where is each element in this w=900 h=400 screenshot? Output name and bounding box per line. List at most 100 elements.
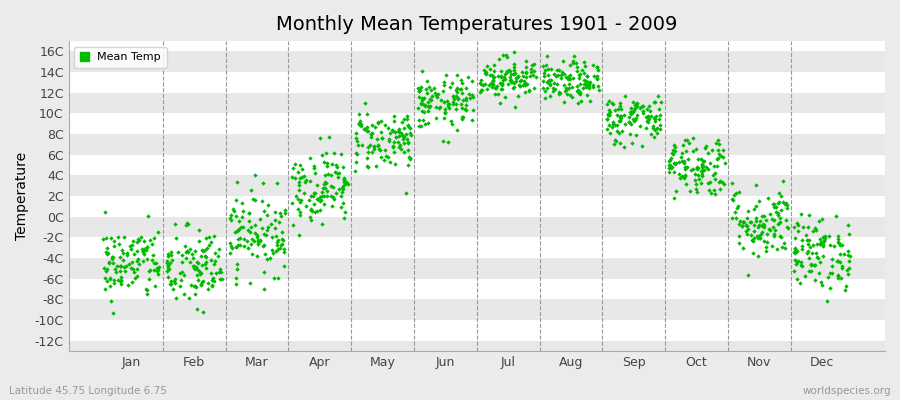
Point — [731, 203, 745, 210]
Point — [487, 73, 501, 80]
Point — [544, 93, 558, 99]
Point — [804, 261, 818, 267]
Point — [118, 267, 132, 274]
Point — [628, 115, 643, 122]
Point — [374, 117, 389, 124]
Point — [173, 270, 187, 276]
Point — [678, 173, 692, 179]
Point — [181, 249, 195, 256]
Point — [310, 208, 324, 214]
Point — [161, 253, 176, 259]
Point — [100, 244, 114, 251]
Point — [173, 282, 187, 289]
Point — [307, 201, 321, 207]
Point — [369, 162, 383, 169]
Point — [694, 180, 708, 186]
Point — [185, 251, 200, 258]
Point — [591, 83, 606, 90]
Point — [349, 130, 364, 136]
Point — [669, 188, 683, 194]
Point — [629, 132, 643, 138]
Point — [518, 79, 533, 86]
Point — [570, 68, 584, 74]
Point — [733, 218, 747, 224]
Point — [307, 190, 321, 196]
Point — [686, 134, 700, 141]
Point — [831, 236, 845, 242]
Point — [463, 95, 477, 102]
Point — [212, 268, 226, 275]
Text: Latitude 45.75 Longitude 6.75: Latitude 45.75 Longitude 6.75 — [9, 386, 166, 396]
Point — [617, 112, 632, 118]
Point — [678, 172, 692, 178]
Point — [513, 78, 527, 84]
Point — [386, 117, 400, 124]
Point — [386, 112, 400, 119]
Point — [697, 158, 711, 164]
Point — [538, 95, 553, 102]
Point — [391, 128, 405, 134]
Point — [361, 164, 375, 170]
Point — [793, 280, 807, 286]
Point — [735, 218, 750, 225]
Point — [114, 281, 129, 288]
Point — [420, 78, 435, 84]
Point — [410, 105, 425, 111]
Point — [464, 116, 479, 123]
Point — [303, 214, 318, 221]
Point — [191, 277, 205, 284]
Point — [803, 244, 817, 250]
Point — [536, 69, 551, 76]
Point — [320, 163, 335, 169]
Point — [507, 71, 521, 77]
Point — [230, 244, 244, 250]
Point — [541, 79, 555, 86]
Point — [462, 91, 476, 98]
Point — [771, 199, 786, 205]
Point — [824, 270, 839, 276]
Point — [103, 276, 117, 283]
Point — [780, 224, 795, 230]
Point — [364, 149, 379, 156]
Point — [357, 100, 372, 106]
Point — [275, 236, 290, 242]
Point — [628, 117, 643, 123]
Point — [214, 268, 229, 275]
Point — [690, 165, 705, 172]
Point — [274, 229, 289, 236]
Point — [241, 218, 256, 224]
Point — [508, 78, 523, 84]
Point — [608, 136, 622, 143]
Point — [417, 108, 431, 115]
Point — [286, 165, 301, 172]
Point — [393, 146, 408, 152]
Point — [673, 154, 688, 160]
Point — [609, 128, 624, 134]
Point — [388, 129, 402, 135]
Point — [802, 254, 816, 261]
Point — [493, 68, 508, 75]
Point — [491, 91, 506, 97]
Point — [179, 222, 194, 228]
Point — [266, 275, 281, 282]
Point — [180, 248, 194, 255]
Point — [814, 279, 828, 285]
Point — [518, 58, 533, 64]
Point — [571, 88, 585, 94]
Point — [148, 234, 162, 241]
Point — [349, 138, 364, 144]
Point — [352, 120, 366, 126]
Point — [336, 183, 350, 190]
Point — [138, 251, 152, 257]
Point — [224, 212, 238, 218]
Point — [788, 249, 802, 256]
Point — [732, 233, 746, 239]
Point — [705, 146, 719, 153]
Point — [297, 173, 311, 179]
Point — [772, 220, 787, 226]
Point — [765, 216, 779, 222]
Point — [230, 228, 245, 234]
Point — [251, 236, 266, 243]
Point — [303, 192, 318, 199]
Point — [572, 81, 587, 88]
